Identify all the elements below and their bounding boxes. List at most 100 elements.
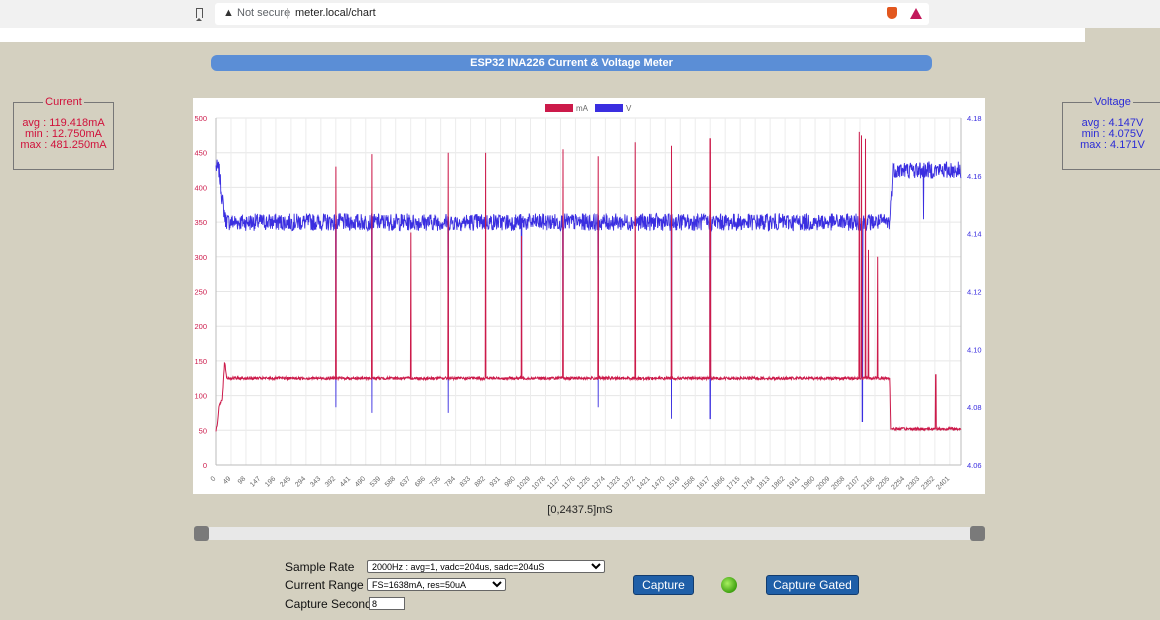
x-tick-label: 2058 <box>830 475 846 491</box>
x-tick-label: 1568 <box>681 475 697 491</box>
legend-label-current: mA <box>576 104 589 113</box>
x-tick-label: 2107 <box>845 475 861 491</box>
x-tick-label: 490 <box>354 475 367 488</box>
capture-gated-button[interactable]: Capture Gated <box>766 575 859 595</box>
slider-handle-left[interactable] <box>194 526 209 541</box>
x-tick-label: 147 <box>249 475 262 488</box>
x-tick-label: 735 <box>429 475 442 488</box>
brave-shield-icon[interactable] <box>887 7 897 19</box>
y-right-tick-label: 4.06 <box>967 461 982 470</box>
x-tick-label: 2156 <box>860 475 876 491</box>
x-tick-label: 1715 <box>726 475 742 491</box>
x-tick-label: 1470 <box>651 475 667 491</box>
sample-rate-select[interactable]: 2000Hz : avg=1, vadc=204us, sadc=204uS <box>367 560 605 573</box>
slider-handle-right[interactable] <box>970 526 985 541</box>
url-text[interactable]: meter.local/chart <box>295 7 376 19</box>
current-min: min : 12.750mA <box>24 128 103 140</box>
x-tick-label: 245 <box>279 475 292 488</box>
y-left-tick-label: 200 <box>194 322 207 331</box>
x-tick-label: 2401 <box>935 475 951 491</box>
y-left-tick-label: 0 <box>203 461 207 470</box>
time-range-label: [0,2437.5]mS <box>547 504 613 516</box>
x-tick-label: 637 <box>399 475 412 488</box>
x-tick-label: 49 <box>222 475 233 486</box>
x-tick-label: 2352 <box>920 475 936 491</box>
current-voltage-chart[interactable]: 0 50 100 150 200 250 300 350 400 450 500 4.06 4.08 4.… <box>193 98 985 494</box>
x-tick-label: 931 <box>489 475 502 488</box>
x-tick-label: 1960 <box>801 475 817 491</box>
status-led-icon <box>721 577 737 593</box>
y-left-tick-label: 500 <box>194 114 207 123</box>
chart-area[interactable]: 0 50 100 150 200 250 300 350 400 450 500 4.06 4.08 4.… <box>193 98 985 494</box>
current-range-label: Current Range <box>285 578 364 592</box>
x-tick-label: 588 <box>384 475 397 488</box>
current-avg: avg : 119.418mA <box>22 117 105 129</box>
legend-label-voltage: V <box>626 104 632 113</box>
warning-icon: ▲ <box>223 7 234 19</box>
x-tick-label: 2254 <box>890 475 906 491</box>
x-tick-label: 1029 <box>516 475 532 491</box>
capture-button[interactable]: Capture <box>633 575 694 595</box>
sample-rate-label: Sample Rate <box>285 560 355 574</box>
x-tick-label: 1666 <box>711 475 727 491</box>
x-tick-label: 833 <box>459 475 472 488</box>
x-tick-label: 1176 <box>561 475 577 491</box>
url-separator: | <box>286 7 289 19</box>
x-tick-label: 1911 <box>786 475 802 491</box>
voltage-avg: avg : 4.147V <box>1081 117 1144 129</box>
y-right-tick-label: 4.18 <box>967 114 982 123</box>
current-legend: Current <box>45 96 82 108</box>
y-left-tick-label: 50 <box>199 426 207 435</box>
time-range-slider[interactable] <box>199 527 980 540</box>
y-left-tick-label: 300 <box>194 253 207 262</box>
voltage-legend: Voltage <box>1094 96 1131 108</box>
legend-swatch-voltage <box>595 104 623 112</box>
page-title: ESP32 INA226 Current & Voltage Meter <box>211 55 932 71</box>
x-tick-label: 539 <box>369 475 382 488</box>
y-left-tick-label: 350 <box>194 218 207 227</box>
y-right-tick-label: 4.08 <box>967 403 982 412</box>
x-tick-label: 1813 <box>756 475 772 491</box>
security-label[interactable]: Not secure <box>237 7 291 19</box>
y-right-tick-label: 4.12 <box>967 288 982 297</box>
x-tick-label: 392 <box>324 475 337 488</box>
x-tick-label: 1764 <box>741 475 757 491</box>
y-left-tick-label: 450 <box>194 149 207 158</box>
x-tick-label: 686 <box>414 475 427 488</box>
x-tick-label: 1127 <box>546 475 562 491</box>
x-tick-label: 1323 <box>606 475 622 491</box>
x-tick-label: 1519 <box>666 475 682 491</box>
x-tick-label: 1274 <box>591 475 607 491</box>
y-right-tick-label: 4.14 <box>967 230 982 239</box>
x-tick-label: 2205 <box>875 475 891 491</box>
x-tick-label: 1617 <box>696 475 712 491</box>
x-tick-label: 196 <box>264 475 277 488</box>
page-top-strip <box>0 28 1085 42</box>
y-right-tick-label: 4.16 <box>967 172 982 181</box>
x-tick-label: 1421 <box>636 475 652 491</box>
current-range-select[interactable]: FS=1638mA, res=50uA <box>367 578 506 591</box>
x-tick-label: 882 <box>474 475 487 488</box>
x-tick-label: 2303 <box>905 475 921 491</box>
y-left-tick-label: 250 <box>194 288 207 297</box>
address-bar[interactable] <box>215 3 929 25</box>
y-right-tick-label: 4.10 <box>967 345 982 354</box>
capture-seconds-input[interactable] <box>369 597 405 610</box>
voltage-min: min : 4.075V <box>1081 128 1144 140</box>
x-tick-label: 294 <box>294 475 307 488</box>
x-tick-label: 784 <box>444 475 457 488</box>
x-tick-label: 1372 <box>621 475 637 491</box>
y-left-tick-label: 150 <box>194 357 207 366</box>
x-tick-label: 98 <box>237 475 248 486</box>
y-left-tick-label: 400 <box>194 183 207 192</box>
bookmark-icon[interactable] <box>196 8 203 21</box>
x-tick-label: 1225 <box>576 475 592 491</box>
series-line-voltage <box>215 159 962 423</box>
x-tick-label: 1078 <box>531 475 547 491</box>
rewards-icon[interactable] <box>910 8 922 19</box>
x-tick-label: 1862 <box>771 475 787 491</box>
voltage-max: max : 4.171V <box>1080 139 1145 151</box>
current-max: max : 481.250mA <box>20 139 107 151</box>
y-left-tick-label: 100 <box>194 392 207 401</box>
current-stats-box: Current avg : 119.418mA min : 12.750mA m… <box>13 97 114 170</box>
